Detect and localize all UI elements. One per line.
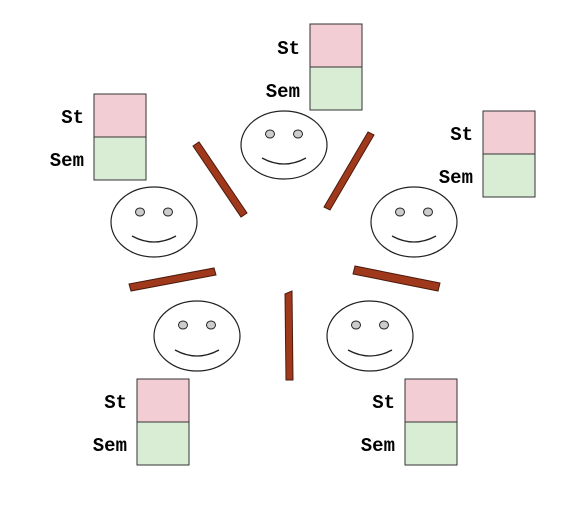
sem-box — [309, 66, 363, 111]
eye-right — [293, 129, 303, 139]
divider-upper-right — [323, 131, 375, 211]
sem-label: Sem — [361, 435, 395, 457]
face-outline — [153, 300, 241, 372]
memory-stack-lower-left: St Sem — [93, 378, 190, 466]
face-lower-right — [326, 300, 414, 372]
memory-stack-upper-left: St Sem — [50, 93, 147, 181]
sem-label: Sem — [50, 150, 84, 172]
st-label: St — [61, 107, 84, 129]
smile — [261, 157, 307, 165]
st-label: St — [450, 124, 473, 146]
divider-left — [128, 267, 217, 292]
memory-stack-upper-right: St Sem — [439, 110, 536, 198]
eye-right — [379, 320, 389, 330]
st-box — [482, 110, 536, 155]
eye-right — [206, 320, 216, 330]
sem-label: Sem — [266, 81, 300, 103]
memory-stack-top: St Sem — [266, 23, 363, 111]
eye-right — [163, 207, 173, 217]
face-lower-left — [153, 300, 241, 372]
sem-label: Sem — [439, 167, 473, 189]
divider-bottom — [284, 290, 294, 381]
divider-upper-left — [192, 141, 248, 218]
st-box — [404, 378, 458, 423]
smile — [347, 349, 393, 357]
st-label: St — [372, 392, 395, 414]
eye-right — [423, 207, 433, 217]
face-top — [240, 110, 328, 180]
smile — [391, 235, 437, 243]
sem-box — [404, 421, 458, 466]
dividers — [128, 131, 441, 381]
memory-stack-lower-right: St Sem — [361, 378, 458, 466]
face-upper-left — [110, 186, 198, 258]
face-outline — [110, 186, 198, 258]
eye-left — [351, 320, 361, 330]
sem-box — [136, 421, 190, 466]
st-box — [93, 93, 147, 138]
face-outline — [240, 110, 328, 180]
st-label: St — [277, 38, 300, 60]
eye-left — [265, 129, 275, 139]
st-label: St — [104, 392, 127, 414]
face-upper-right — [370, 186, 458, 258]
face-outline — [370, 186, 458, 258]
divider-right — [352, 265, 441, 292]
smile — [131, 235, 177, 243]
smile — [174, 349, 220, 357]
eye-left — [178, 320, 188, 330]
eye-left — [135, 207, 145, 217]
sem-box — [93, 136, 147, 181]
sem-label: Sem — [93, 435, 127, 457]
eye-left — [395, 207, 405, 217]
sem-box — [482, 153, 536, 198]
face-outline — [326, 300, 414, 372]
st-box — [136, 378, 190, 423]
st-box — [309, 23, 363, 68]
